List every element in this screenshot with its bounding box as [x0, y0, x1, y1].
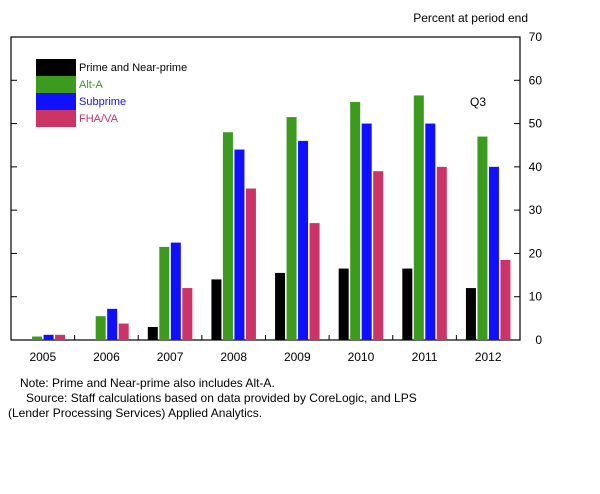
bar — [402, 268, 413, 340]
bar — [95, 316, 106, 340]
x-tick-label: 2012 — [475, 350, 502, 364]
legend-swatch — [36, 110, 76, 127]
legend-swatch — [36, 59, 76, 76]
legend-label: FHA/VA — [79, 113, 119, 125]
bar — [500, 259, 511, 340]
bar — [222, 132, 233, 340]
bar — [488, 166, 499, 340]
bar — [234, 149, 245, 340]
x-tick-label: 2008 — [220, 350, 247, 364]
legend-swatch — [36, 93, 76, 110]
bar — [373, 171, 384, 340]
bar — [350, 101, 361, 340]
bar — [147, 327, 158, 340]
bar — [361, 123, 372, 340]
bar — [477, 136, 488, 340]
y-tick-label: 40 — [529, 160, 543, 174]
bar — [309, 223, 320, 340]
legend-label: Subprime — [79, 96, 126, 108]
bar — [338, 268, 349, 340]
bar — [182, 288, 193, 340]
bar-chart: Percent at period end 0 10 20 30 40 50 60 70 20… — [10, 11, 542, 364]
note-line: Note: Prime and Near-prime also includes… — [20, 376, 275, 390]
bar — [436, 166, 447, 340]
bar — [275, 272, 286, 340]
bar — [118, 323, 129, 340]
x-axis: 2005 2006 2007 2008 2009 2010 2011 2012 — [29, 335, 502, 364]
y-tick-label: 0 — [535, 333, 542, 347]
q3-annotation: Q3 — [470, 95, 486, 109]
y-tick-label: 10 — [529, 290, 543, 304]
bar — [413, 95, 424, 340]
bar — [170, 242, 181, 340]
x-tick-label: 2005 — [29, 350, 56, 364]
x-tick-label: 2010 — [348, 350, 375, 364]
y-tick-label: 50 — [529, 117, 543, 131]
bars — [32, 95, 511, 340]
bar — [159, 246, 170, 340]
legend-swatch — [36, 76, 76, 93]
bar — [245, 188, 256, 340]
y-tick-label: 60 — [529, 73, 543, 87]
bar — [43, 334, 54, 340]
chart-notes: Note: Prime and Near-prime also includes… — [8, 376, 595, 421]
y-tick-label: 30 — [529, 203, 543, 217]
bar — [32, 336, 43, 340]
bar — [465, 288, 476, 340]
x-tick-label: 2007 — [157, 350, 184, 364]
source-line: Source: Staff calculations based on data… — [26, 391, 417, 405]
bar — [425, 123, 436, 340]
bar — [211, 279, 222, 340]
source-line-continued: (Lender Processing Services) Applied Ana… — [8, 406, 263, 420]
bar — [55, 334, 66, 340]
legend-label: Alt-A — [79, 79, 104, 91]
legend: Prime and Near-prime Alt-A Subprime FHA/VA — [36, 59, 187, 127]
y-tick-label: 20 — [529, 246, 543, 260]
bar — [286, 117, 297, 340]
legend-label: Prime and Near-prime — [79, 62, 187, 74]
bar — [298, 140, 309, 340]
x-tick-label: 2006 — [93, 350, 120, 364]
y-tick-label: 70 — [529, 30, 543, 44]
unit-label: Percent at period end — [413, 11, 528, 25]
y-axis: 0 10 20 30 40 50 60 70 — [11, 30, 542, 347]
x-tick-label: 2009 — [284, 350, 311, 364]
x-tick-label: 2011 — [412, 350, 438, 364]
bar — [107, 308, 118, 340]
